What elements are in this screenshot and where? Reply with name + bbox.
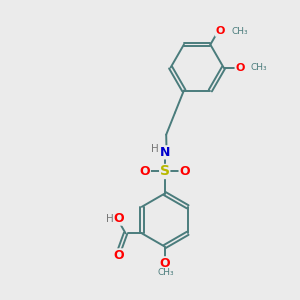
- Text: O: O: [159, 257, 170, 270]
- Text: O: O: [113, 249, 124, 262]
- Text: H: H: [106, 214, 113, 224]
- Text: CH₃: CH₃: [231, 27, 248, 36]
- Text: O: O: [215, 26, 225, 36]
- Text: CH₃: CH₃: [251, 63, 267, 72]
- Text: CH₃: CH₃: [158, 268, 175, 277]
- Text: S: S: [160, 164, 170, 178]
- Text: O: O: [113, 212, 124, 225]
- Text: N: N: [160, 146, 170, 159]
- Text: O: O: [179, 165, 190, 178]
- Text: O: O: [140, 165, 150, 178]
- Text: O: O: [235, 63, 244, 73]
- Text: H: H: [152, 144, 159, 154]
